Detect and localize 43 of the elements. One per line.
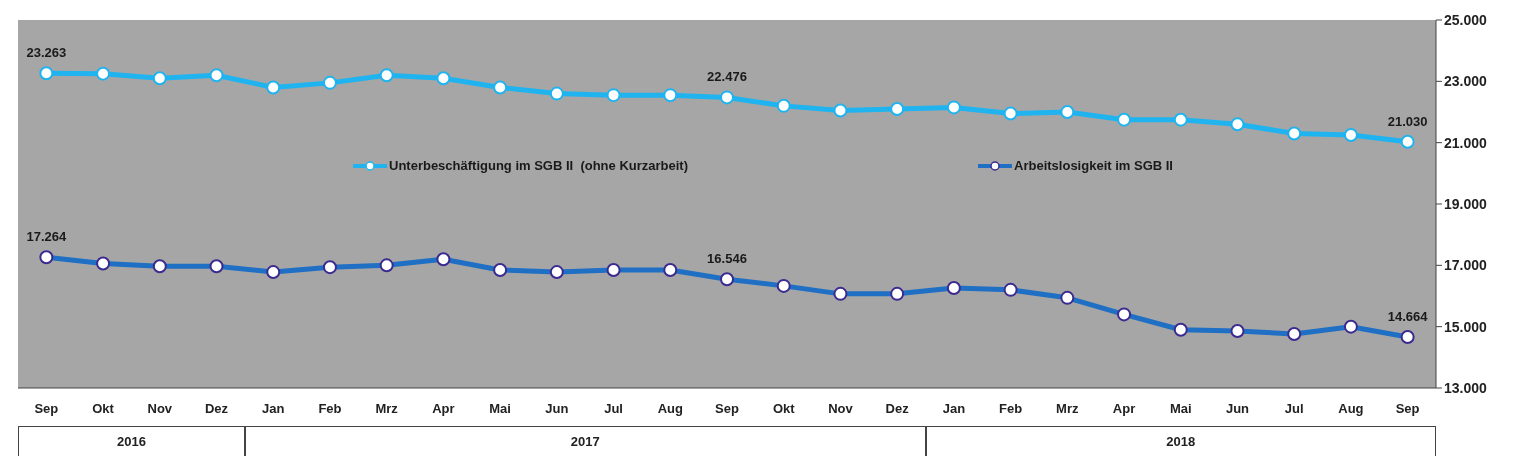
x-tick-label: Okt (92, 401, 115, 417)
y-tick-label: 17.000 (1444, 257, 1488, 274)
x-tick-label: Mrz (375, 401, 399, 417)
y-tick-label: 19.000 (1444, 195, 1488, 212)
text: 2018 (925, 426, 1436, 456)
x-tick-label: Sep (1395, 401, 1420, 417)
data-label: 22.476 (707, 69, 747, 85)
y-tick-label: 15.000 (1444, 318, 1488, 335)
x-tick-label: Aug (1338, 401, 1364, 417)
x-tick-label: Jul (1284, 401, 1304, 417)
text: 2017 (244, 426, 926, 456)
x-tick-label: Sep (34, 401, 59, 417)
x-tick-label: Feb (318, 401, 342, 417)
y-tick-label: 25.000 (1444, 11, 1488, 28)
x-tick-label: Mai (489, 401, 511, 417)
y-tick-label: 21.000 (1444, 134, 1488, 151)
x-tick-label: Nov (147, 401, 173, 417)
data-label: 17.264 (26, 229, 68, 245)
x-tick-label: Apr (432, 401, 455, 417)
x-tick-label: Jan (942, 401, 966, 417)
data-label: 14.664 (1387, 308, 1429, 324)
y-tick-label: 23.000 (1444, 73, 1488, 90)
x-tick-label: Feb (999, 401, 1023, 417)
data-label: 23.263 (26, 45, 67, 61)
x-tick-label: Jun (1225, 401, 1250, 417)
x-tick-label: Jan (262, 401, 285, 417)
legend-label: Arbeitslosigkeit im SGB II (1014, 158, 1173, 173)
legend-label: Unterbeschäftigung im SGB II (ohne Kurzarbeit) (389, 158, 689, 173)
x-tick-label: Apr (1112, 401, 1136, 417)
x-tick-label: Jun (545, 401, 569, 417)
x-tick-label: Okt (772, 401, 796, 417)
x-tick-label: Jul (604, 401, 623, 417)
x-tick-label: Mrz (1056, 401, 1080, 417)
x-tick-label: Mai (1169, 401, 1192, 417)
x-tick-label: Dez (204, 401, 229, 417)
x-tick-label: Aug (657, 401, 683, 417)
data-label: 16.546 (707, 251, 747, 267)
x-tick-label: Sep (715, 401, 739, 417)
x-tick-label: Nov (828, 401, 854, 417)
text: 2016 (18, 426, 245, 456)
y-tick-label: 13.000 (1444, 379, 1488, 396)
x-tick-label: Dez (885, 401, 910, 417)
data-label: 21.030 (1387, 113, 1428, 129)
